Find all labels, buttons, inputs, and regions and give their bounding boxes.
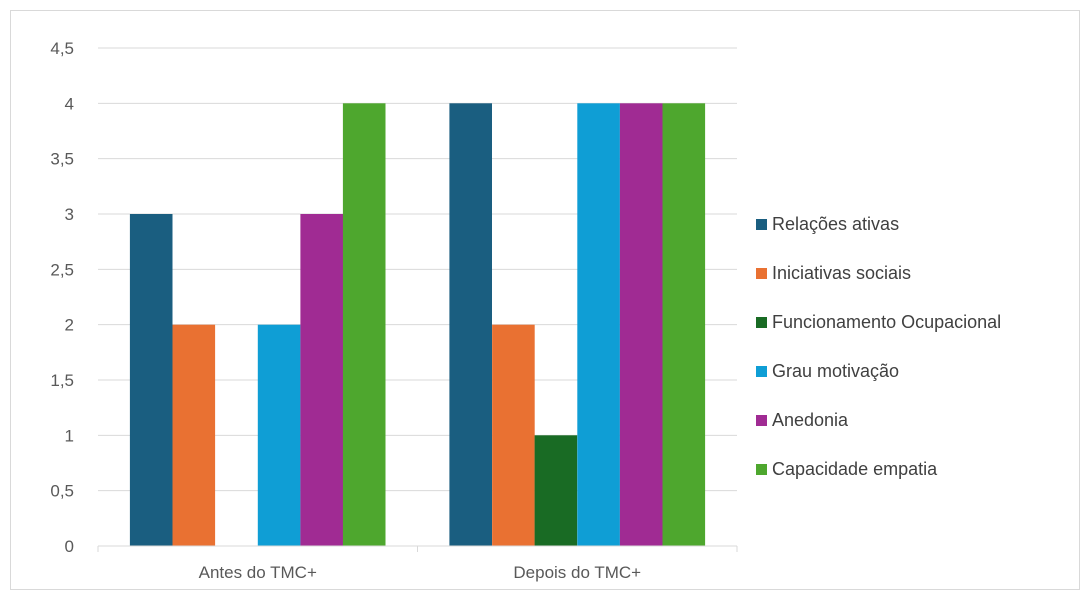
y-tick-label: 4 [65, 94, 74, 113]
bar [129, 214, 173, 546]
bar [257, 324, 301, 546]
bar [619, 103, 663, 547]
x-axis [97, 545, 738, 552]
legend-item: Anedonia [756, 408, 848, 432]
bar [662, 103, 706, 547]
x-category-label: Depois do TMC+ [513, 563, 641, 582]
bar [577, 103, 620, 547]
legend-swatch [756, 463, 767, 475]
bars [129, 103, 706, 547]
legend-label: Iniciativas sociais [772, 262, 912, 283]
legend-label: Anedonia [772, 409, 849, 430]
bar [492, 324, 535, 546]
legend-item: Iniciativas sociais [756, 261, 911, 285]
y-axis-tick-labels: 0 0,5 1 1,5 2 2,5 3 3,5 4 4,5 [50, 39, 74, 556]
y-tick-label: 1 [65, 426, 74, 445]
legend-item: Relações ativas [756, 212, 899, 236]
y-tick-label: 0 [65, 537, 74, 556]
legend-item: Grau motivação [756, 359, 899, 383]
legend-label: Grau motivação [772, 360, 900, 381]
legend-swatch [756, 414, 767, 426]
bar [342, 103, 386, 547]
legend-label: Funcionamento Ocupacional [772, 311, 1002, 332]
y-tick-label: 3,5 [50, 150, 74, 169]
y-tick-label: 2,5 [50, 260, 74, 279]
bar [534, 435, 578, 546]
x-axis-category-labels: Antes do TMC+ Depois do TMC+ [199, 563, 642, 582]
bar [300, 214, 343, 546]
bar [172, 324, 216, 546]
legend-item: Funcionamento Ocupacional [756, 310, 1001, 334]
legend-swatch [756, 316, 767, 328]
legend-swatch [756, 365, 767, 377]
legend-swatch [756, 218, 767, 230]
legend-label: Capacidade empatia [772, 458, 938, 479]
bar [449, 103, 492, 547]
legend-swatch [756, 267, 767, 279]
y-tick-label: 4,5 [50, 39, 74, 58]
y-tick-label: 1,5 [50, 371, 74, 390]
y-tick-label: 0,5 [50, 482, 74, 501]
y-tick-label: 3 [65, 205, 74, 224]
x-category-label: Antes do TMC+ [199, 563, 317, 582]
legend-label: Relações ativas [772, 213, 900, 234]
y-tick-label: 2 [65, 316, 74, 335]
legend-item: Capacidade empatia [756, 457, 937, 481]
